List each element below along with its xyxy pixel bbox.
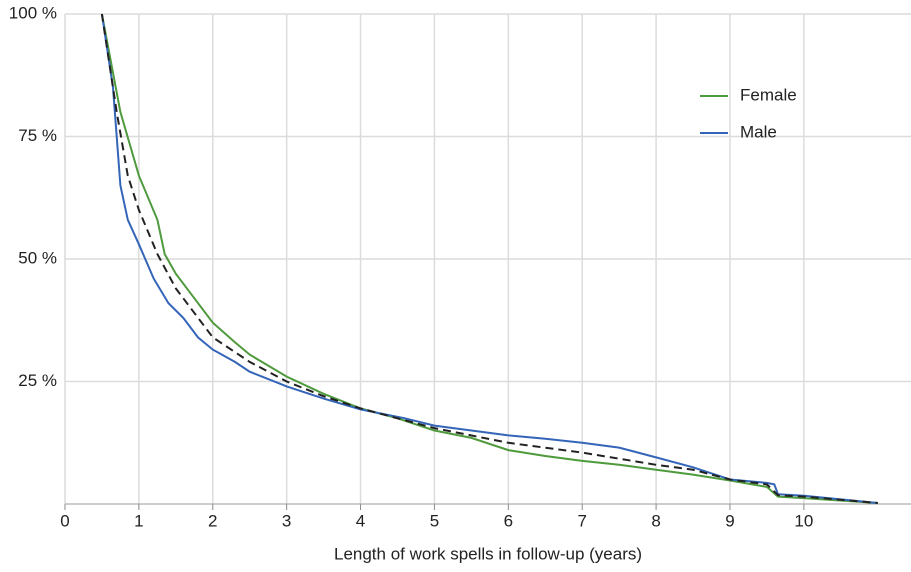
x-tick-label: 7 bbox=[577, 511, 586, 530]
legend-label: Female bbox=[740, 85, 797, 104]
x-tick-label: 1 bbox=[134, 511, 143, 530]
x-tick-label: 9 bbox=[725, 511, 734, 530]
x-tick-label: 0 bbox=[60, 511, 69, 530]
y-tick-label: 100 % bbox=[9, 3, 57, 22]
x-tick-label: 2 bbox=[208, 511, 217, 530]
x-tick-label: 3 bbox=[282, 511, 291, 530]
x-tick-label: 6 bbox=[504, 511, 513, 530]
legend-label: Male bbox=[740, 122, 777, 141]
y-tick-label: 50 % bbox=[18, 248, 57, 267]
y-tick-label: 25 % bbox=[18, 371, 57, 390]
x-tick-label: 8 bbox=[651, 511, 660, 530]
x-tick-label: 10 bbox=[794, 511, 813, 530]
y-tick-label: 75 % bbox=[18, 126, 57, 145]
x-axis-label: Length of work spells in follow-up (year… bbox=[334, 544, 642, 563]
series-line bbox=[100, 13, 878, 504]
x-tick-label: 4 bbox=[356, 511, 365, 530]
x-tick-label: 5 bbox=[430, 511, 439, 530]
